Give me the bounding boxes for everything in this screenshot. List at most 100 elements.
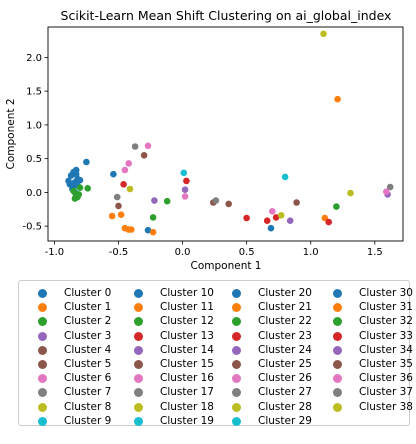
data-point-cluster-10-0 <box>83 158 90 166</box>
legend-marker <box>333 360 342 369</box>
data-point-cluster-9-0 <box>180 169 188 177</box>
legend-marker <box>232 331 241 341</box>
legend-label: Cluster 11 <box>160 301 214 314</box>
legend-label: Cluster 19 <box>160 414 214 427</box>
legend-marker <box>134 289 143 298</box>
data-point-cluster-17-0 <box>131 143 139 150</box>
legend-label: Cluster 0 <box>64 287 112 299</box>
y-tick-label: 2.0 <box>26 53 42 64</box>
legend-marker <box>134 416 143 426</box>
legend-label: Cluster 16 <box>160 372 214 385</box>
legend-marker <box>38 317 47 327</box>
axes-frame <box>47 26 404 242</box>
legend: Cluster 0 Cluster 1 Cluster 2 Cluster 3 Clus… <box>18 280 413 427</box>
legend-label: Cluster 21 <box>258 301 312 314</box>
legend-label: Cluster 10 <box>160 287 214 299</box>
legend-label: Cluster 36 <box>359 372 413 385</box>
data-point-cluster-10-2 <box>144 226 152 234</box>
data-point-cluster-16-1 <box>181 193 189 200</box>
legend-label: Cluster 6 <box>64 372 112 385</box>
legend-marker <box>134 331 143 341</box>
legend-marker <box>232 402 241 412</box>
data-point-cluster-6-1 <box>121 166 129 174</box>
data-point-cluster-17-1 <box>212 197 220 204</box>
legend-marker <box>134 374 143 384</box>
legend-marker <box>333 331 342 341</box>
data-point-cluster-18-2 <box>347 189 354 197</box>
legend-label: Cluster 27 <box>258 386 312 399</box>
data-point-cluster-0-8 <box>76 176 84 184</box>
x-axis-ticks: -1.0 -0.5 0.0 0.5 1.0 1.5 <box>45 241 383 258</box>
legend-label: Cluster 8 <box>64 400 112 413</box>
legend-label: Cluster 25 <box>258 358 312 370</box>
data-point-cluster-2-5 <box>84 185 91 192</box>
data-point-cluster-5-0 <box>115 202 122 210</box>
legend-label: Cluster 18 <box>160 400 214 413</box>
data-point-cluster-2-1 <box>76 184 84 191</box>
legend-label: Cluster 30 <box>359 287 413 299</box>
legend-marker <box>333 388 342 398</box>
x-tick-label: 1.5 <box>367 247 383 258</box>
y-tick-label: -0.5 <box>22 222 42 233</box>
legend-marker <box>333 374 342 384</box>
x-axis-label: Component 1 <box>191 260 262 272</box>
data-point-cluster-0-2 <box>67 172 75 179</box>
legend-marker <box>134 317 143 327</box>
legend-label: Cluster 38 <box>359 400 413 413</box>
data-point-cluster-18-1 <box>277 212 285 219</box>
legend-marker <box>333 289 342 298</box>
data-point-cluster-8-0 <box>126 185 134 193</box>
legend-marker <box>38 360 47 369</box>
legend-label: Cluster 31 <box>359 301 413 314</box>
data-point-cluster-10-3 <box>267 224 275 232</box>
legend-marker <box>232 317 241 327</box>
legend-label: Cluster 23 <box>258 329 312 342</box>
data-point-cluster-18-0 <box>320 30 327 38</box>
legend-marker <box>333 317 342 327</box>
data-point-cluster-4-0 <box>140 152 148 159</box>
legend-label: Cluster 29 <box>258 414 312 427</box>
legend-marker <box>38 416 47 426</box>
data-point-cluster-0-10 <box>65 177 72 185</box>
legend-label: Cluster 33 <box>359 329 413 342</box>
y-tick-label: 1.0 <box>26 120 42 131</box>
legend-label: Cluster 15 <box>160 358 214 370</box>
legend-label: Cluster 1 <box>64 301 112 314</box>
data-point-cluster-11-4 <box>321 214 329 222</box>
data-point-cluster-13-3 <box>272 214 280 221</box>
legend-marker <box>38 345 47 355</box>
legend-marker <box>232 388 241 398</box>
y-axis-ticks: -0.5 0.0 0.5 1.0 1.5 2.0 <box>22 53 48 233</box>
legend-label: Cluster 26 <box>258 372 312 385</box>
data-point-cluster-13-4 <box>325 218 333 226</box>
data-point-cluster-11-2 <box>149 228 157 236</box>
data-point-cluster-13-2 <box>243 214 250 222</box>
legend-marker <box>333 345 342 355</box>
legend-label: Cluster 2 <box>64 315 112 328</box>
legend-marker <box>333 303 342 313</box>
x-tick-label: -0.5 <box>109 247 129 258</box>
legend-marker <box>38 303 47 313</box>
data-point-cluster-11-0 <box>121 224 129 232</box>
legend-label: Cluster 34 <box>359 343 413 356</box>
legend-label: Cluster 32 <box>359 315 413 328</box>
data-point-cluster-14-0 <box>181 186 189 193</box>
data-point-cluster-0-7 <box>72 170 80 178</box>
data-point-cluster-1-1 <box>117 211 125 218</box>
legend-label: Cluster 12 <box>160 315 214 328</box>
data-point-cluster-16-2 <box>269 208 276 215</box>
legend-label: Cluster 28 <box>258 400 312 413</box>
x-tick-label: -1.0 <box>45 247 65 258</box>
data-point-cluster-2-2 <box>70 187 77 195</box>
legend-marker <box>38 374 47 384</box>
legend-label: Cluster 24 <box>258 343 312 356</box>
legend-marker <box>232 345 241 355</box>
legend-label: Cluster 14 <box>160 343 214 356</box>
data-point-cluster-2-6 <box>74 193 81 201</box>
data-point-cluster-13-0 <box>120 181 127 188</box>
legend-label: Cluster 37 <box>359 386 413 399</box>
legend-label: Cluster 35 <box>359 358 413 370</box>
x-tick-label: 0.0 <box>175 247 191 258</box>
data-point-cluster-1-0 <box>108 212 116 220</box>
x-tick-label: 1.0 <box>303 247 319 258</box>
